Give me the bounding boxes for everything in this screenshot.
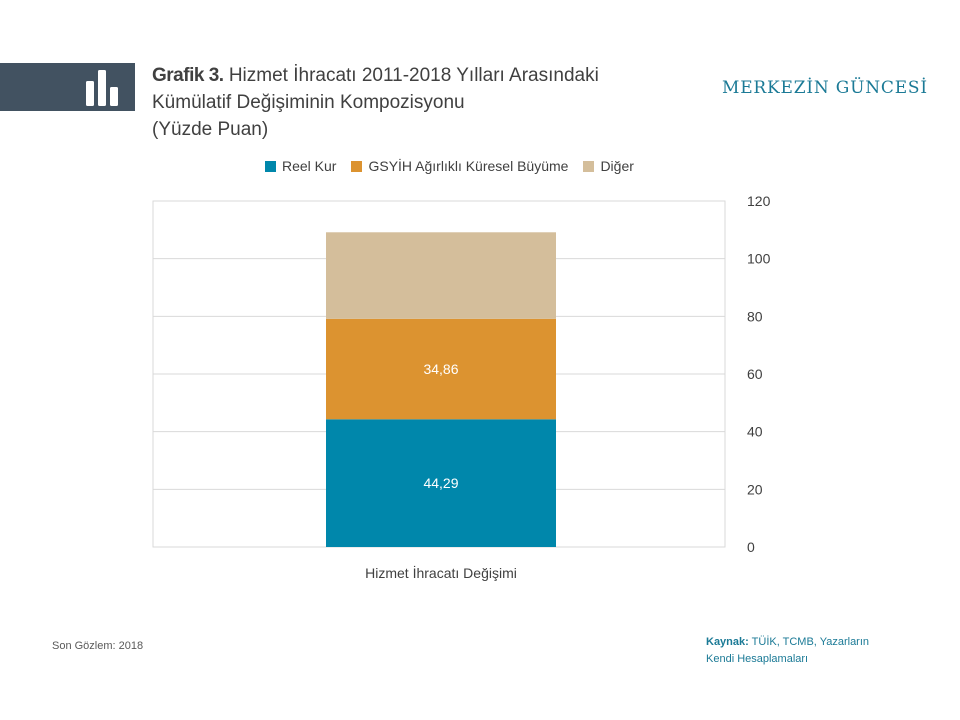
y-tick-label: 100 (747, 251, 771, 267)
title-line-3: (Yüzde Puan) (152, 119, 269, 140)
source-note: Kaynak: TÜİK, TCMB, Yazarların Kendi Hes… (706, 634, 869, 668)
title-line-1: Hizmet İhracatı 2011-2018 Yılları Arasın… (228, 65, 599, 86)
y-tick-label: 40 (747, 424, 763, 440)
legend-label-gsyih: GSYİH Ağırlıklı Küresel Büyüme (368, 158, 569, 174)
source-text-2: Kendi Hesaplamaları (706, 653, 809, 665)
data-label: 44,29 (423, 475, 458, 491)
legend-item-gsyih: GSYİH Ağırlıklı Küresel Büyüme (351, 158, 568, 174)
chart-title: Grafik 3. Hizmet İhracatı 2011-2018 Yıll… (152, 62, 692, 143)
title-label: Grafik 3. (152, 65, 224, 86)
legend-item-diger: Diğer (583, 158, 634, 174)
x-category-label: Hizmet İhracatı Değişimi (365, 564, 517, 581)
source-text-1: TÜİK, TCMB, Yazarların (751, 636, 870, 648)
y-tick-label: 120 (747, 193, 771, 209)
y-tick-label: 80 (747, 308, 763, 324)
source-label: Kaynak: (706, 636, 749, 648)
legend-swatch-diger (583, 160, 595, 172)
legend: Reel Kur GSYİH Ağırlıklı Küresel Büyüme … (265, 158, 649, 174)
data-label: 34,86 (423, 361, 458, 377)
legend-item-reel-kur: Reel Kur (265, 158, 336, 174)
y-tick-label: 60 (747, 366, 763, 382)
y-tick-label: 20 (747, 481, 763, 497)
bar-chart-icon (86, 70, 118, 106)
y-tick-label: 0 (747, 539, 755, 555)
legend-swatch-gsyih (351, 160, 363, 172)
logo-bar (0, 63, 135, 111)
last-observation: Son Gözlem: 2018 (52, 640, 144, 652)
bar-segment (326, 318, 556, 420)
legend-label-reel-kur: Reel Kur (282, 158, 337, 174)
legend-swatch-reel-kur (265, 160, 276, 172)
bar-segment (326, 419, 556, 547)
brand-name: MERKEZİN GÜNCESİ (722, 78, 928, 98)
bar-segment (326, 232, 556, 319)
title-line-2: Kümülatif Değişiminin Kompozisyonu (152, 92, 465, 113)
legend-label-diger: Diğer (600, 158, 634, 174)
